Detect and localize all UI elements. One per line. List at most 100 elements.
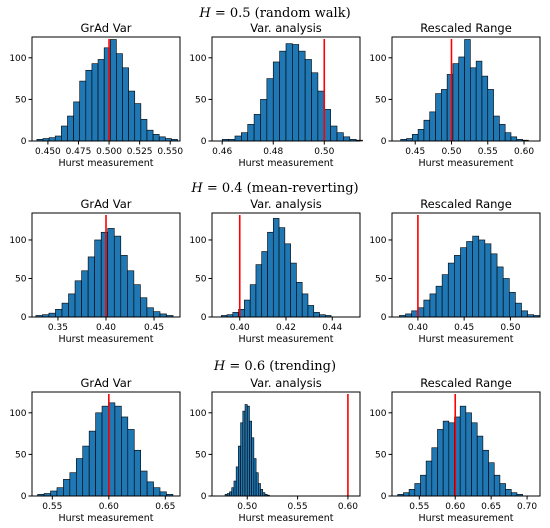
x-tick-label: 0.40 (408, 323, 428, 333)
histogram-bar (253, 458, 257, 497)
histogram-bar (493, 115, 500, 142)
x-axis-label: Hurst measurement (238, 158, 333, 169)
y-tick-label: 50 (195, 275, 207, 285)
histogram-bar (153, 311, 161, 318)
histogram-bar (260, 99, 268, 142)
histogram-bar (472, 235, 480, 318)
histogram-bar (54, 135, 62, 142)
histogram-bar (249, 420, 252, 497)
histogram-bar (429, 111, 436, 142)
histogram-bar (317, 90, 325, 142)
histogram-bar (471, 422, 478, 497)
x-tick-label: 0.50 (441, 147, 461, 157)
histogram-bar (68, 293, 76, 318)
histogram-bar (120, 255, 128, 318)
histogram-bar (127, 429, 135, 497)
y-tick-label: 0 (21, 137, 27, 147)
histogram-bar (296, 282, 303, 318)
histogram-bar (475, 60, 483, 142)
histogram-bar (447, 262, 455, 318)
histogram-bar (441, 89, 448, 142)
x-tick-label: 0.60 (445, 502, 465, 512)
x-axis-label: Hurst measurement (418, 513, 513, 524)
histogram-bar (508, 292, 516, 318)
histogram-bar (229, 491, 233, 497)
y-tick-label: 0 (21, 313, 27, 323)
x-tick-label: 0.475 (66, 147, 92, 157)
histogram-bar (515, 302, 522, 318)
y-tick-label: 0 (381, 313, 387, 323)
histogram-bar (441, 274, 449, 318)
y-tick-label: 100 (189, 409, 206, 419)
histogram-bar (247, 124, 255, 142)
histogram-bar (279, 50, 287, 142)
x-axis-label: Hurst measurement (58, 334, 153, 345)
histogram-bar (140, 470, 148, 497)
histogram-bar (255, 472, 259, 497)
histogram-bar (249, 284, 257, 318)
histogram-bar (459, 405, 467, 497)
histogram-bar (482, 449, 489, 497)
histogram-bar (244, 299, 251, 318)
histogram-bar (82, 445, 90, 497)
histogram-bar (97, 59, 105, 142)
histogram-bar (91, 63, 99, 142)
y-tick-label: 100 (369, 409, 386, 419)
histogram-bar (466, 241, 473, 318)
x-tick-label: 0.65 (481, 502, 501, 512)
panel-random-walk-grad-var: 0.450 0.475 0.500 0.525 0.550 0 50 100 GrAd Var H… (9, 21, 183, 169)
histogram-bar (323, 109, 331, 142)
histogram-bar (425, 460, 433, 497)
histogram-bar (74, 280, 82, 318)
histogram-bar (81, 270, 89, 318)
y-tick-label: 50 (15, 96, 27, 106)
histogram-bar (460, 247, 467, 318)
histogram-bar (502, 278, 510, 318)
histogram-bar (313, 312, 320, 318)
histogram-bar (69, 472, 77, 497)
panel-mean-reverting-rescaled-range: 0.40 0.45 0.50 0 50 100 Rescaled Range Hurst me… (369, 197, 541, 345)
histogram-bar (496, 266, 504, 318)
histogram-bar (50, 490, 58, 497)
histogram-bar (272, 61, 280, 142)
y-tick-label: 50 (195, 96, 207, 106)
histogram-bar (133, 284, 141, 318)
histogram-bar (107, 228, 115, 318)
plot-frame (391, 36, 541, 142)
x-tick-label: 0.55 (409, 502, 429, 512)
histogram-bar (423, 119, 431, 142)
histogram-bar (146, 307, 154, 318)
histogram-bar (478, 239, 486, 318)
histogram-bar (521, 310, 528, 318)
x-tick-label: 0.48 (263, 147, 283, 157)
histogram-bar (140, 297, 148, 318)
histogram-bar (56, 487, 64, 497)
x-axis-label: Hurst measurement (238, 513, 333, 524)
y-tick-label: 0 (201, 313, 207, 323)
histogram-bar (411, 310, 419, 318)
x-tick-label: 0.50 (314, 147, 334, 157)
y-tick-label: 0 (201, 492, 207, 502)
histogram-bar (253, 114, 261, 142)
plot-frame (31, 391, 181, 497)
histogram-bar (476, 435, 484, 497)
histogram-bar (452, 63, 460, 142)
histogram-bar (101, 405, 109, 497)
histogram-bar (290, 262, 297, 318)
panel-title: Rescaled Range (420, 21, 512, 35)
histogram-bar (244, 404, 248, 497)
histogram-bar (499, 483, 506, 497)
histogram-bar (159, 491, 167, 497)
histogram-bar (140, 119, 148, 142)
histogram-bar (251, 437, 255, 497)
x-tick-label: 0.60 (514, 147, 534, 157)
histogram-bar (63, 479, 71, 497)
histogram-bar (435, 93, 442, 142)
histogram-bar (301, 293, 309, 318)
y-tick-label: 50 (375, 96, 387, 106)
histogram-bar (235, 466, 239, 497)
x-tick-label: 0.50 (500, 323, 520, 333)
x-axis-label: Hurst measurement (58, 513, 153, 524)
panel-title: Var. analysis (250, 21, 322, 35)
histogram-bar (95, 412, 103, 497)
